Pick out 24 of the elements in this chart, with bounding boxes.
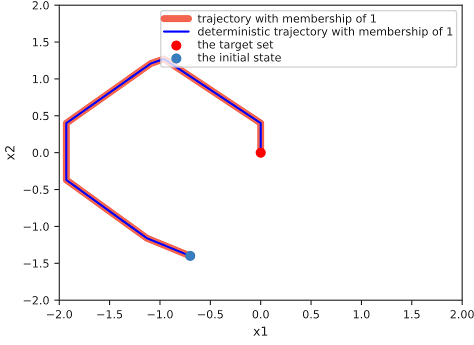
y-tick-label: 1.0 — [33, 74, 49, 84]
y-axis-title: x2 — [5, 146, 14, 160]
legend-label: deterministic trajectory with membership of 1 — [198, 27, 452, 38]
y-tick-label: 0.5 — [32, 112, 49, 120]
legend-label: trajectory with membership of 1 — [198, 14, 376, 25]
legend-label: the initial state — [198, 52, 281, 62]
x-tick-label: −0.5 — [198, 310, 223, 318]
y-tick-label: −1.5 — [24, 259, 49, 268]
x-tick-label: 0.0 — [252, 310, 269, 318]
x-tick-label: 0.5 — [302, 310, 319, 318]
y-tick-label: 2.0 — [32, 1, 49, 10]
x-tick-label: 1.5 — [404, 310, 420, 318]
y-tick-label: −2.0 — [24, 296, 49, 305]
x-tick-label: −2.0 — [46, 310, 72, 318]
y-tick-label: −1.0 — [24, 222, 49, 231]
y-tick-label: −0.5 — [24, 186, 49, 194]
x-axis-title: x1 — [253, 326, 268, 336]
x-tick-label: −1.0 — [148, 310, 173, 318]
x-tick-label: 1.0 — [354, 310, 370, 318]
x-tick-label: 2.00 — [450, 310, 474, 318]
legend-label: the target set — [198, 40, 274, 51]
y-tick-label: 0.0 — [32, 148, 49, 158]
y-tick-label: 1.5 — [33, 38, 49, 46]
x-tick-label: −1.5 — [97, 310, 122, 318]
